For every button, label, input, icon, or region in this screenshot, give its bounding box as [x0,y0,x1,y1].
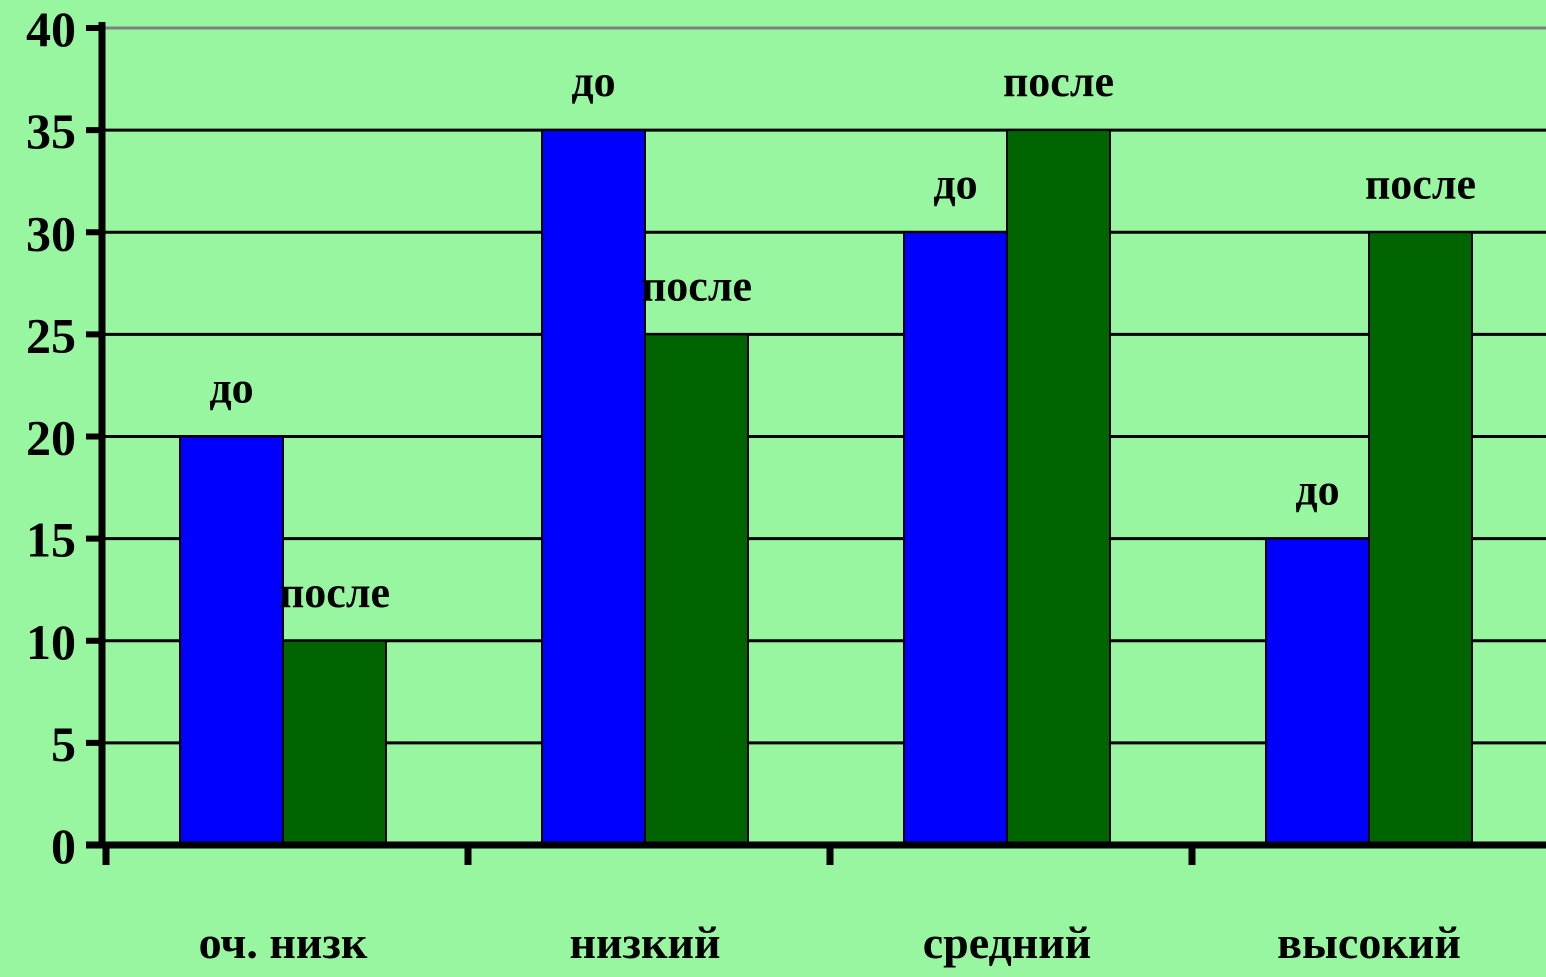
bar-before [179,435,284,846]
axes [86,22,1546,865]
data-label: до [571,57,615,106]
y-tick-label: 0 [51,818,76,874]
data-label: после [1365,159,1476,208]
y-tick-label: 35 [26,103,76,159]
bar-after [644,333,749,846]
y-tick-label: 30 [26,205,76,261]
bar-after [1006,129,1111,846]
y-tick-label: 25 [26,307,76,363]
data-label: после [279,568,390,617]
bar-after [1368,231,1473,846]
x-category-label: средний [923,917,1092,968]
bar-before [903,231,1008,846]
data-label: до [933,159,977,208]
y-tick-label: 10 [26,614,76,670]
data-label: до [209,364,253,413]
data-label: после [641,261,752,310]
x-category-label: высокий [1277,917,1461,968]
bars [179,129,1473,846]
y-tick-label: 40 [26,1,76,57]
y-tick-label: 20 [26,410,76,466]
data-label: до [1295,466,1339,515]
data-label: после [1003,57,1114,106]
bar-before [1265,537,1370,846]
x-category-label: низкий [569,917,720,968]
bar-after [282,639,387,846]
labels: 0 5 10 15 20 25 30 35 40 до после оч. низк до после ни… [26,1,1476,968]
y-tick-label: 15 [26,512,76,568]
y-tick-label: 5 [51,716,76,772]
bar-before [541,129,646,846]
x-category-label: оч. низк [199,917,368,968]
